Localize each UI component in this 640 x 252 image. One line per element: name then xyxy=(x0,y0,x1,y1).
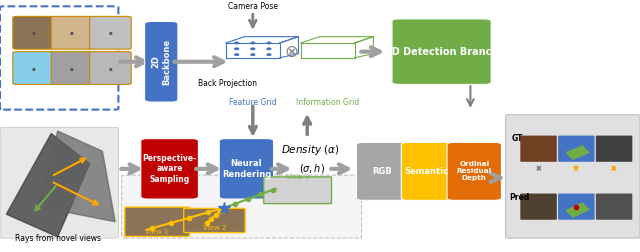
FancyBboxPatch shape xyxy=(51,16,93,49)
Circle shape xyxy=(251,54,255,55)
FancyBboxPatch shape xyxy=(356,142,408,200)
Circle shape xyxy=(267,54,271,55)
FancyBboxPatch shape xyxy=(122,175,362,238)
Text: Semantic: Semantic xyxy=(405,167,449,176)
Text: View 2: View 2 xyxy=(203,225,226,231)
FancyBboxPatch shape xyxy=(51,52,93,84)
Text: View 1: View 1 xyxy=(145,229,168,235)
Text: Rays from novel views: Rays from novel views xyxy=(15,234,100,243)
Text: ▪: ▪ xyxy=(31,30,35,35)
Text: ▪: ▪ xyxy=(108,30,112,35)
Text: ▪: ▪ xyxy=(108,66,112,71)
Circle shape xyxy=(267,48,271,50)
FancyBboxPatch shape xyxy=(392,19,492,84)
Circle shape xyxy=(251,48,255,50)
Text: $(\sigma, h)$: $(\sigma, h)$ xyxy=(299,162,324,175)
FancyBboxPatch shape xyxy=(520,136,557,162)
Text: Information Grid: Information Grid xyxy=(296,98,359,107)
Text: 2D
Backbone: 2D Backbone xyxy=(152,39,171,85)
FancyBboxPatch shape xyxy=(447,142,502,200)
FancyBboxPatch shape xyxy=(90,52,131,84)
Text: GT: GT xyxy=(512,134,524,143)
Text: Feature Grid: Feature Grid xyxy=(229,98,276,107)
Polygon shape xyxy=(6,134,90,237)
FancyBboxPatch shape xyxy=(184,208,245,233)
FancyBboxPatch shape xyxy=(145,21,178,102)
Text: Ordinal
Residual
Depth: Ordinal Residual Depth xyxy=(457,161,492,181)
FancyBboxPatch shape xyxy=(264,177,332,204)
FancyBboxPatch shape xyxy=(0,127,118,238)
Text: ▪: ▪ xyxy=(70,66,74,71)
FancyBboxPatch shape xyxy=(13,16,54,49)
Circle shape xyxy=(251,42,255,44)
Polygon shape xyxy=(38,131,115,222)
Circle shape xyxy=(235,48,239,50)
Circle shape xyxy=(235,54,239,55)
FancyBboxPatch shape xyxy=(558,194,595,220)
Polygon shape xyxy=(566,203,589,217)
FancyBboxPatch shape xyxy=(596,136,632,162)
FancyBboxPatch shape xyxy=(401,142,452,200)
Circle shape xyxy=(235,42,239,44)
Text: $\mathit{Density}\ (\alpha)$: $\mathit{Density}\ (\alpha)$ xyxy=(281,143,340,157)
Text: ▪: ▪ xyxy=(70,30,74,35)
FancyBboxPatch shape xyxy=(90,16,131,49)
FancyBboxPatch shape xyxy=(520,194,557,220)
Text: 3D Detection Branch: 3D Detection Branch xyxy=(385,47,499,57)
FancyBboxPatch shape xyxy=(13,52,54,84)
Polygon shape xyxy=(566,146,589,159)
Text: View 3: View 3 xyxy=(286,174,309,180)
FancyBboxPatch shape xyxy=(219,139,274,199)
Text: $\otimes$: $\otimes$ xyxy=(284,43,298,61)
Circle shape xyxy=(267,42,271,44)
FancyBboxPatch shape xyxy=(596,194,632,220)
Text: Pred: Pred xyxy=(509,193,529,202)
Text: Neural
Rendering: Neural Rendering xyxy=(222,159,271,178)
FancyBboxPatch shape xyxy=(141,139,198,199)
Text: Perspective-
aware
Sampling: Perspective- aware Sampling xyxy=(143,154,196,184)
FancyBboxPatch shape xyxy=(506,115,640,238)
FancyBboxPatch shape xyxy=(558,136,595,162)
FancyBboxPatch shape xyxy=(125,207,189,236)
Text: RGB: RGB xyxy=(372,167,392,176)
Text: Back Projection: Back Projection xyxy=(198,79,257,88)
Text: Camera Pose: Camera Pose xyxy=(228,2,278,11)
Text: ▪: ▪ xyxy=(31,66,35,71)
FancyBboxPatch shape xyxy=(0,6,118,110)
